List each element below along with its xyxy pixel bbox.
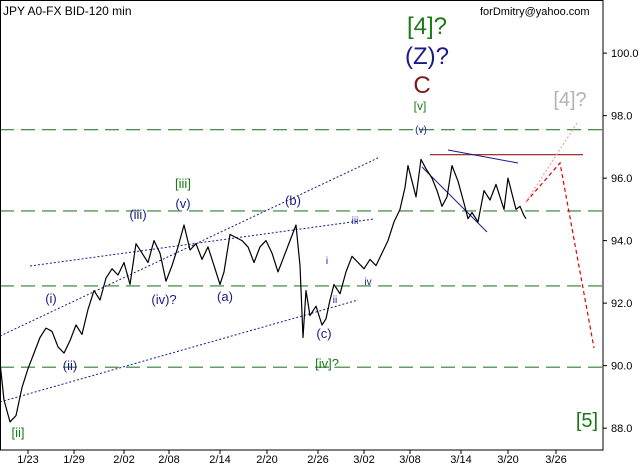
watermark: forDmitry@yahoo.com	[480, 6, 590, 18]
trend-channels	[0, 149, 519, 403]
wave-label-10: iii	[352, 216, 359, 227]
wave-label-9: (b)	[285, 193, 301, 208]
y-tick-label-3: 94.0	[611, 236, 632, 248]
price-series	[0, 158, 527, 423]
wave-label-21: [5]	[576, 410, 598, 432]
wave-label-17: (ii)	[63, 358, 77, 373]
y-tick-label-5: 90.0	[611, 361, 632, 373]
wave-label-1: (Z)?	[405, 43, 449, 70]
horizontal-levels	[0, 129, 603, 368]
wave-label-15: iv	[364, 277, 371, 288]
plot-frame	[0, 0, 604, 451]
wave-label-11: (i)	[45, 291, 57, 306]
y-tick-label-4: 92.0	[611, 298, 632, 310]
y-tick-label-2: 96.0	[611, 173, 632, 185]
x-tick-label-6: 2/26	[307, 454, 328, 466]
wave-label-14: (a)	[217, 289, 233, 304]
x-tick-label-3: 2/08	[158, 454, 179, 466]
chart-title: JPY A0-FX BID-120 min	[3, 4, 132, 18]
triangle-lower-line	[421, 166, 488, 233]
projection-red	[525, 161, 595, 349]
x-tick-label-5: 2/20	[256, 454, 277, 466]
channel-middle	[29, 218, 375, 267]
wave-label-0: [4]?	[407, 13, 447, 40]
wave-label-20: [ii]	[12, 425, 25, 440]
wave-labels: [4]?(Z)?C[v](v)[4]?[iii](v)(iii)(b)iii(i…	[12, 13, 599, 440]
wave-label-19: [iv]?	[315, 356, 339, 371]
x-tick-label-10: 3/20	[497, 454, 518, 466]
wave-label-5: [4]?	[553, 89, 586, 111]
wave-label-12: i	[326, 256, 328, 267]
wave-label-4: (v)	[415, 125, 427, 136]
y-tick-label-0: 100.0	[611, 48, 639, 60]
x-tick-label-8: 3/08	[399, 454, 420, 466]
wave-label-2: C	[413, 72, 430, 99]
wave-label-7: (v)	[175, 196, 190, 211]
wave-label-8: (iii)	[129, 207, 146, 222]
projection-lines	[525, 122, 595, 349]
x-tick-label-9: 3/14	[450, 454, 471, 466]
wave-label-6: [iii]	[175, 176, 191, 191]
triangle-upper-line	[447, 149, 519, 164]
price-line	[0, 158, 527, 423]
x-tick-label-1: 1/29	[63, 454, 84, 466]
wave-label-13: (iv)?	[151, 292, 176, 307]
x-tick-label-2: 2/02	[113, 454, 134, 466]
wave-label-18: (c)	[316, 326, 331, 341]
x-tick-label-11: 3/26	[545, 454, 566, 466]
y-tick-label-1: 98.0	[611, 111, 632, 123]
y-tick-label-6: 88.0	[611, 423, 632, 435]
wave-label-16: ii	[333, 295, 337, 306]
x-tick-label-4: 2/14	[209, 454, 230, 466]
x-tick-label-7: 3/02	[353, 454, 374, 466]
wave-label-3: [v]	[414, 99, 427, 113]
x-tick-label-0: 1/23	[17, 454, 38, 466]
